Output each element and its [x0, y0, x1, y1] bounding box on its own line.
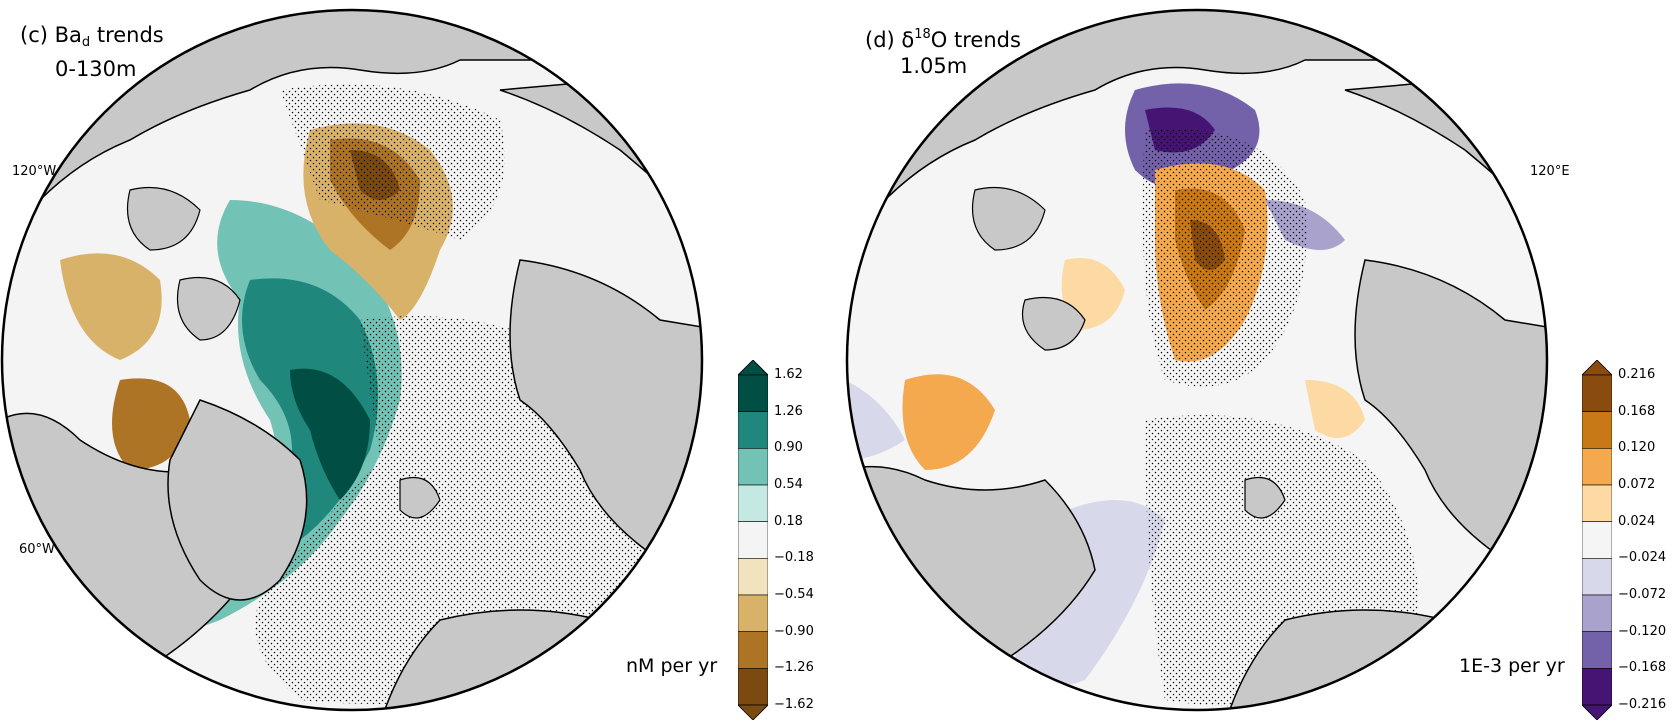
arctic-map-c [0, 8, 704, 712]
units-label: nM per yr [626, 655, 718, 677]
colorbar-tick-label: −0.024 [1618, 550, 1667, 566]
panel-title: (c) Bad trends 0-130m [20, 23, 164, 81]
colorbar-max-arrow [1581, 359, 1613, 376]
colorbar: 0.216 0.168 0.120 0.072 0.024 −0.024 −0.072 −0.… [1581, 359, 1666, 724]
colorbar-tick-label: −1.62 [774, 697, 814, 712]
colorbar-tick-label: −0.216 [1618, 697, 1667, 712]
archipelago-negative [60, 253, 162, 360]
colorbar-tick-label: 0.54 [774, 477, 803, 492]
hudson-bay-negative [112, 378, 190, 470]
positive-kara-region [1305, 380, 1365, 438]
colorbar-tick-label: 0.216 [1618, 367, 1656, 382]
colorbar-swatch [1581, 668, 1613, 706]
lon-label-120e: 120°E [1530, 164, 1570, 179]
colorbar-tick-label: −0.120 [1618, 623, 1667, 639]
land-island-2 [176, 276, 241, 341]
colorbar-swatch [1581, 448, 1613, 486]
colorbar-tick-label: −0.54 [774, 587, 814, 602]
colorbar-tick-label: 0.024 [1618, 513, 1656, 529]
colorbar-min-arrow [737, 704, 769, 721]
colorbar-tick-label: 1.62 [774, 367, 803, 382]
colorbar-swatch [737, 411, 769, 449]
colorbar-swatch [1581, 484, 1613, 522]
colorbar-swatch [737, 631, 769, 669]
colorbar-swatch [1581, 631, 1613, 669]
colorbar-tick-label: −0.18 [774, 550, 814, 566]
colorbar-swatch [737, 374, 769, 412]
land-island-2 [1021, 296, 1086, 351]
colorbar-tick-label: 0.072 [1618, 477, 1656, 492]
colorbar-swatch [737, 594, 769, 632]
significance-stipple-north [280, 84, 505, 241]
colorbar-swatches [737, 359, 769, 721]
positive-hudson-region [902, 374, 995, 470]
colorbar-tick-label: 1.26 [774, 403, 803, 419]
negative-west-region [847, 380, 905, 460]
max-positive-region [290, 368, 370, 500]
colorbar-swatch [737, 668, 769, 706]
colorbar-max-arrow [737, 359, 769, 376]
lon-label-60w: 60°W [19, 542, 55, 557]
colorbar-swatch [737, 484, 769, 522]
colorbar-swatch [1581, 411, 1613, 449]
map-boundary [0, 8, 704, 712]
colorbar-swatch [737, 448, 769, 486]
colorbar-tick-label: 0.18 [774, 513, 803, 529]
colorbar-tick-label: −0.90 [774, 623, 814, 639]
colorbar-tick-label: 0.120 [1618, 440, 1656, 456]
land-greenland [167, 399, 308, 601]
lon-label-120w: 120°W [12, 164, 57, 179]
colorbar-tick-label: −0.072 [1618, 587, 1667, 602]
colorbar-swatch [1581, 521, 1613, 559]
colorbar-tick-label: −1.26 [774, 660, 814, 676]
units-label: 1E-3 per yr [1459, 655, 1565, 677]
colorbar: 1.62 1.26 0.90 0.54 0.18 −0.18 −0.54 −0.90 −1.26… [737, 359, 814, 724]
colorbar-tick-label: 0.168 [1618, 403, 1656, 419]
land-svalbard [1244, 476, 1286, 519]
colorbar-swatch [737, 558, 769, 596]
colorbar-swatch [1581, 594, 1613, 632]
land-svalbard [399, 476, 441, 519]
colorbar-tick-label: 0.90 [774, 440, 803, 456]
map-boundary [845, 8, 1549, 712]
significance-stipple [1142, 128, 1307, 387]
colorbar-swatch [737, 521, 769, 559]
colorbar-swatch [1581, 558, 1613, 596]
arctic-map-d [845, 8, 1549, 712]
land-island-1 [971, 186, 1046, 251]
panel-d-d18o-trends: (d) δ18O trends 1.05m 120°E 1E-3 per yr … [845, 0, 1675, 724]
land-island-1 [126, 186, 201, 251]
colorbar-swatches [1581, 359, 1613, 721]
panel-c-bad-trends: (c) Bad trends 0-130m 120°W 60°W nM per … [0, 8, 814, 724]
colorbar-tick-label: −0.168 [1618, 660, 1667, 676]
colorbar-swatch [1581, 374, 1613, 412]
panel-title: (d) δ18O trends 1.05m [865, 27, 1021, 78]
colorbar-min-arrow [1581, 704, 1613, 721]
